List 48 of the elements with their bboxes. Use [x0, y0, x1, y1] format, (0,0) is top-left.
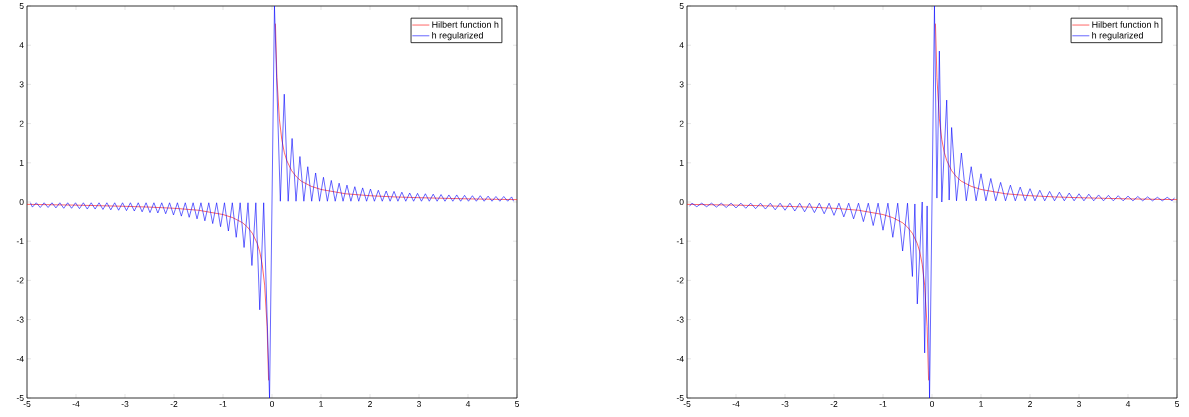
y-tick-label: 4 [19, 42, 24, 49]
y-tick-label: -5 [16, 395, 24, 401]
y-tick-label: 1 [679, 159, 684, 166]
x-tick-label: 0 [269, 401, 275, 408]
y-tick-label: -3 [16, 316, 24, 323]
y-tick-label: -3 [676, 316, 684, 323]
x-tick-label: 0 [929, 401, 935, 408]
x-tick-label: 2 [368, 401, 372, 407]
y-tick-label: 5 [19, 3, 24, 9]
y-tick-label: 2 [19, 120, 24, 127]
legend-label: Hilbert function h [432, 21, 499, 28]
y-tick-label: -1 [16, 238, 24, 245]
x-tick-label: -1 [879, 401, 887, 407]
legend-label: h regularized [1092, 31, 1143, 41]
legend-label: h regularized [432, 31, 483, 41]
y-tick-label: 3 [679, 81, 684, 88]
y-tick-label: -2 [16, 277, 24, 284]
x-tick-label: 5 [514, 401, 520, 407]
y-tick-label: 0 [679, 199, 684, 205]
x-tick-label: 3 [416, 401, 421, 408]
y-tick-label: -4 [16, 355, 24, 362]
y-tick-label: 5 [679, 3, 684, 9]
y-tick-label: 4 [679, 42, 684, 49]
x-tick-label: 2 [1028, 401, 1032, 407]
y-tick-label: 0 [19, 199, 24, 205]
x-tick-label: -4 [732, 401, 740, 407]
x-tick-label: -3 [781, 401, 789, 408]
x-tick-label: -2 [830, 401, 838, 407]
legend-label: Hilbert function h [1092, 21, 1159, 28]
x-tick-label: -3 [121, 401, 129, 408]
x-tick-label: -5 [683, 401, 691, 407]
y-tick-label: -4 [676, 355, 684, 362]
x-tick-label: 1 [319, 401, 323, 407]
y-tick-label: 2 [679, 120, 684, 127]
y-tick-label: 1 [19, 159, 24, 166]
x-tick-label: 1 [979, 401, 983, 407]
y-tick-label: 3 [19, 81, 24, 88]
x-tick-label: -5 [23, 401, 31, 407]
x-tick-label: -4 [72, 401, 80, 407]
x-tick-label: -1 [219, 401, 227, 407]
x-tick-label: 5 [1175, 401, 1180, 407]
x-tick-label: 4 [465, 401, 471, 407]
y-tick-label: -1 [676, 238, 684, 245]
x-tick-label: 3 [1076, 401, 1081, 408]
x-tick-label: -2 [170, 401, 178, 407]
x-tick-label: 4 [1125, 401, 1131, 407]
y-tick-label: -5 [676, 395, 684, 401]
y-tick-label: -2 [676, 277, 684, 284]
